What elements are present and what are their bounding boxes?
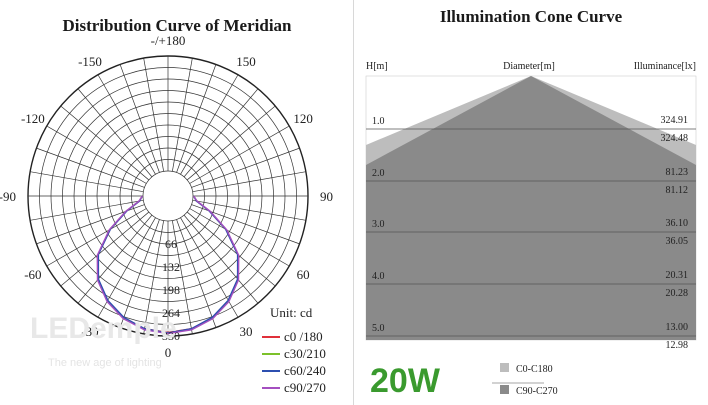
grid-spoke [77,88,153,178]
grid-spoke [60,211,150,287]
grid-spoke [77,214,153,304]
cone-c90-c270 [366,76,696,340]
cone-illuminance-c90: 20.28 [666,288,689,299]
angle-label: -30 [81,324,98,339]
grid-spoke [176,64,217,173]
cone-legend: C0-C180 C90-C270 [492,363,558,397]
cone-height-label: 5.0 [372,323,385,334]
legend-label: c90/270 [284,380,326,395]
grid-spoke [30,199,144,221]
angle-label: -120 [21,111,45,126]
grid-spoke [186,105,276,181]
cone-height-label: 1.0 [372,116,385,127]
grid-spoke [143,220,165,334]
legend-label: c60/240 [284,363,326,378]
grid-spoke [36,147,145,188]
cone-illuminance-c90: 36.05 [666,236,689,247]
angle-label: 150 [236,54,256,69]
angle-label: 90 [320,189,333,204]
grid-spoke [46,208,147,267]
radial-label: 198 [162,283,180,297]
cone-legend-label: C90-C270 [516,386,558,397]
grid-spoke [189,125,290,184]
grid-spoke [191,147,300,188]
cone-chart: Illumination Cone Curve H[m] Diameter[m]… [365,7,697,400]
grid-spoke [171,220,193,334]
grid-spoke [119,219,160,328]
polar-radial-labels: 66 132 198 264 330 [162,237,180,343]
grid-spoke [119,64,160,173]
series-curve-3 [96,195,240,335]
cone-illuminance-c0: 13.00 [666,322,689,333]
meridian-panel: Distribution Curve of Meridian -/+180 150… [0,0,354,405]
cone-height-label: 2.0 [372,168,385,179]
header-illuminance: Illuminance[lx] [634,61,696,72]
header-height: H[m] [366,61,388,72]
angle-label: 120 [293,111,313,126]
grid-spoke [143,58,165,172]
grid-spoke [30,171,144,193]
angle-label: -150 [78,54,102,69]
polar-grid [27,55,309,337]
brand-watermark: LEDemple [30,312,177,345]
cone-title: Illumination Cone Curve [440,7,623,26]
cone-illuminance-c90: 324.48 [661,133,689,144]
cone-panel: Illumination Cone Curve H[m] Diameter[m]… [354,0,708,405]
grid-spoke [183,88,259,178]
cone-illuminance-c0: 81.23 [666,167,689,178]
angle-label: -90 [0,189,16,204]
brand-tagline: The new age of lighting [48,357,162,369]
angle-label: -60 [24,267,41,282]
angle-label: 60 [297,267,310,282]
cone-legend-swatch [500,385,509,394]
grid-inner-circle [142,170,194,222]
legend-label: c30/210 [284,346,326,361]
radial-label: 264 [162,306,180,320]
grid-spoke [186,211,276,287]
grid-spoke [192,199,306,221]
grid-spoke [46,125,147,184]
grid-spoke [171,58,193,172]
cone-illuminance-c0: 36.10 [666,218,689,229]
cone-rows: 1.0 324.91 324.48 2.0 81.23 81.12 3.0 36.10 36.0… [366,115,696,351]
grid-spoke [176,219,217,328]
cone-illuminance-c90: 81.12 [666,185,689,196]
cone-height-label: 4.0 [372,271,385,282]
cone-legend-label: C0-C180 [516,364,553,375]
power-badge: 20W [370,362,441,400]
polar-series-group [96,195,240,335]
polar-chart: Distribution Curve of Meridian -/+180 150… [0,16,333,395]
grid-spoke [180,74,239,175]
angle-label: 30 [240,324,253,339]
cone-illuminance-c90: 12.98 [666,340,689,351]
grid-spoke [192,171,306,193]
radial-label: 66 [165,237,177,251]
grid-spoke [189,208,290,267]
cone-illuminance-c0: 324.91 [661,115,689,126]
header-diameter: Diameter[m] [503,61,555,72]
grid-spoke [97,74,156,175]
polar-title: Distribution Curve of Meridian [62,16,292,35]
radial-label: 132 [162,260,180,274]
grid-spoke [60,105,150,181]
cone-legend-swatch [500,363,509,372]
radial-label: 330 [162,329,180,343]
angle-label: -/+180 [151,33,186,48]
polar-angle-labels: -/+180 150 120 90 60 30 0 -30 -60 -90 -120 -150 [0,33,333,360]
angle-label: 0 [165,345,172,360]
unit-label: Unit: cd [270,305,313,320]
cone-body [365,75,697,341]
cone-height-label: 3.0 [372,219,385,230]
polar-legend: c0 /180 c30/210 c60/240 c90/270 [262,329,326,395]
legend-label: c0 /180 [284,329,323,344]
grid-spoke [183,214,259,304]
cone-illuminance-c0: 20.31 [666,270,689,281]
